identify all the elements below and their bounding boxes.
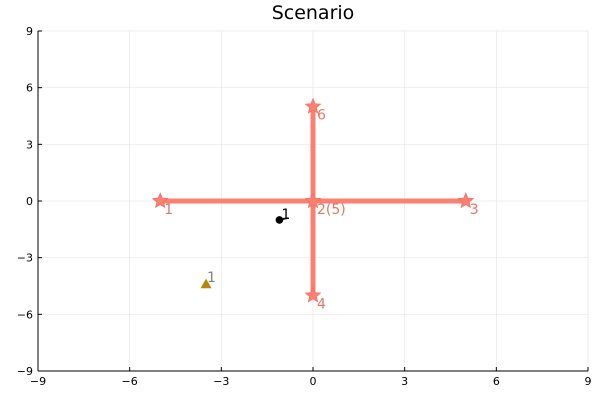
x-tick-label: −3 — [213, 375, 229, 388]
axes — [37, 30, 589, 372]
x-tick-label: 0 — [310, 375, 317, 388]
y-tick-label: 6 — [26, 82, 33, 95]
x-tick-label: 3 — [401, 375, 408, 388]
network-node-star — [151, 192, 169, 209]
network-node-label: 4 — [317, 296, 326, 312]
y-tick-label: −3 — [17, 252, 33, 265]
network-node-star — [304, 192, 322, 209]
y-tick-label: −6 — [17, 308, 33, 321]
x-tick-label: −9 — [30, 375, 46, 388]
y-tick-label: −9 — [17, 365, 33, 378]
x-tick-label: 6 — [493, 375, 500, 388]
chart-title: Scenario — [272, 2, 355, 24]
network-node-label: 1 — [164, 202, 173, 218]
point-labels: 1 2(5) 3 4 6 1 1 — [164, 108, 478, 313]
agent-label: 1 — [281, 207, 290, 223]
tick-labels: −9 −6 −3 0 3 6 9 −9 −6 −3 0 3 6 9 — [17, 25, 592, 388]
network-node-label: 6 — [317, 108, 326, 124]
markers — [151, 97, 475, 303]
network-node-label: 2(5) — [317, 202, 346, 218]
x-tick-label: 9 — [585, 375, 592, 388]
grid — [37, 30, 589, 372]
network-node-star — [304, 97, 322, 114]
network-node-star — [304, 286, 322, 303]
y-tick-label: 9 — [26, 25, 33, 38]
network-node-star — [457, 192, 475, 209]
network-node-label: 3 — [470, 202, 479, 218]
y-tick-label: 3 — [26, 138, 33, 151]
x-tick-label: −6 — [122, 375, 138, 388]
y-tick-label: 0 — [26, 195, 33, 208]
agent-marker — [275, 216, 284, 224]
target-marker — [200, 278, 212, 289]
target-label: 1 — [207, 270, 216, 286]
